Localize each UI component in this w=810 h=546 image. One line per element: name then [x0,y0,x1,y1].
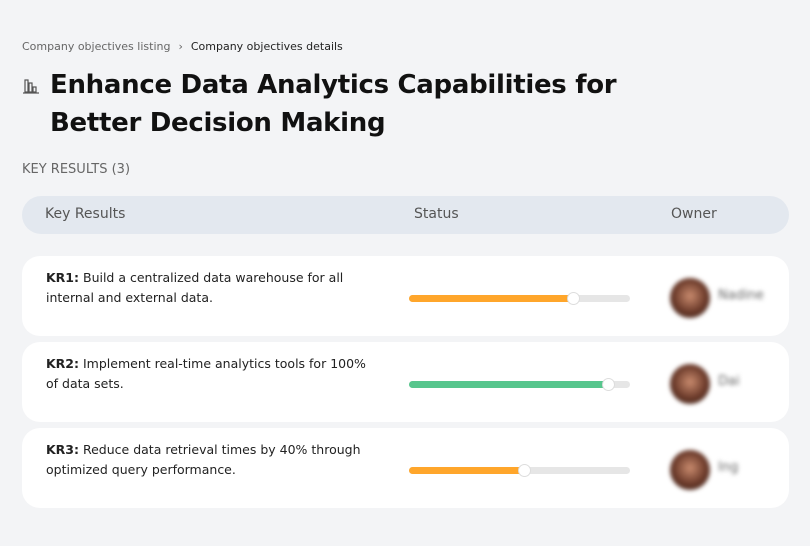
progress-bar[interactable] [409,292,630,305]
chevron-right-icon: › [178,40,183,53]
key-result-text: KR3: Reduce data retrieval times by 40% … [46,440,376,480]
owner-name: Ing [718,460,739,475]
avatar [670,364,710,404]
key-result-description: Reduce data retrieval times by 40% throu… [46,442,361,477]
breadcrumb: Company objectives listing › Company obj… [22,40,343,53]
progress-thumb[interactable] [566,292,580,305]
key-result-text: KR1: Build a centralized data warehouse … [46,268,376,308]
progress-fill [409,295,573,302]
header-status: Status [414,206,459,222]
owner-name: Nadine [718,288,764,303]
table-row[interactable]: KR3: Reduce data retrieval times by 40% … [22,428,789,508]
breadcrumb-parent-link[interactable]: Company objectives listing [22,40,171,53]
bar-chart-icon [23,79,39,94]
key-result-description: Implement real-time analytics tools for … [46,356,366,391]
owner-name: Dai [718,374,740,389]
table-row[interactable]: KR1: Build a centralized data warehouse … [22,256,789,336]
key-result-text: KR2: Implement real-time analytics tools… [46,354,376,394]
key-result-code: KR3: [46,442,80,457]
progress-thumb[interactable] [517,464,531,477]
page-header: Enhance Data Analytics Capabilities for … [22,66,690,142]
table-row[interactable]: KR2: Implement real-time analytics tools… [22,342,789,422]
page-title: Enhance Data Analytics Capabilities for … [50,70,617,138]
header-key-results: Key Results [45,206,126,222]
key-result-code: KR1: [46,270,80,285]
progress-thumb[interactable] [601,378,615,391]
avatar [670,278,710,318]
progress-fill [409,381,608,388]
progress-fill [409,467,524,474]
progress-bar[interactable] [409,378,630,391]
breadcrumb-current: Company objectives details [190,40,343,53]
header-owner: Owner [671,206,717,222]
progress-bar[interactable] [409,464,630,477]
key-results-count: KEY RESULTS (3) [22,162,131,177]
key-result-description: Build a centralized data warehouse for a… [46,270,344,305]
key-result-code: KR2: [46,356,80,371]
table-header: Key Results Status Owner [22,196,789,234]
avatar [670,450,710,490]
